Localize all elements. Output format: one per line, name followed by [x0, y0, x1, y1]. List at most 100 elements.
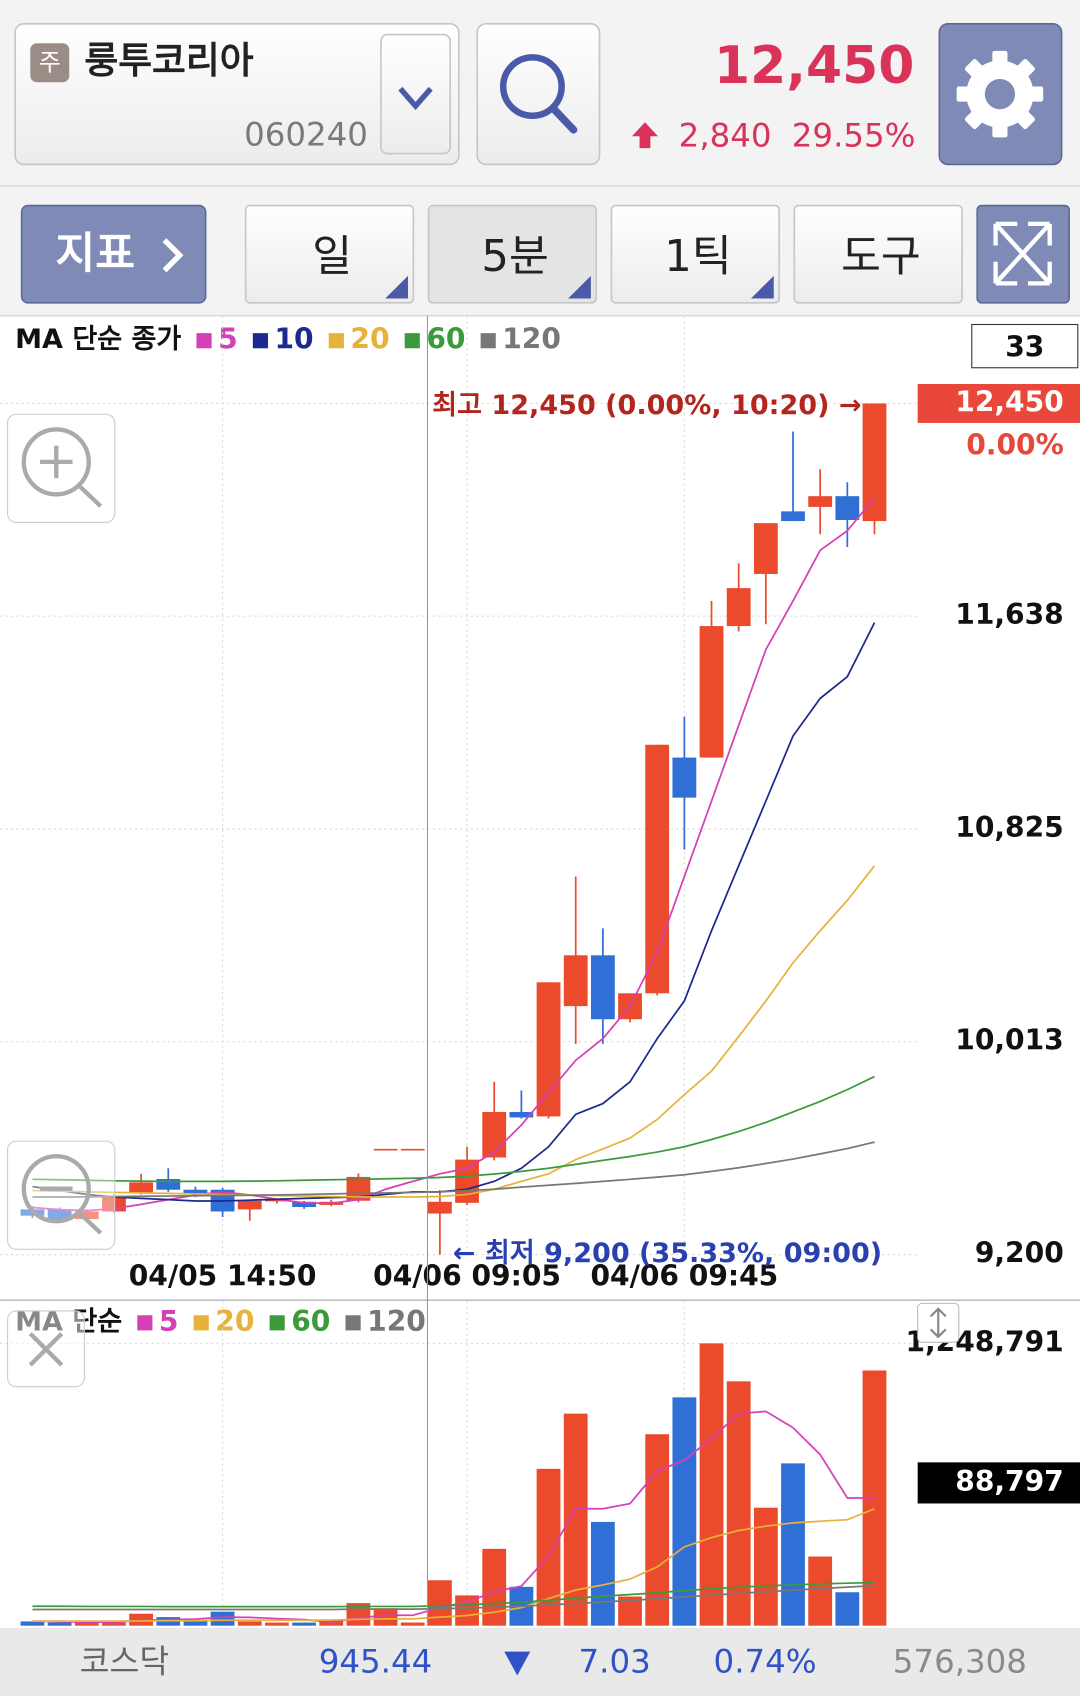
legend-label: 60 [291, 1305, 330, 1338]
up-arrow [631, 122, 658, 149]
candle-body [400, 1148, 425, 1151]
low-annotation: ← 최저 9,200 (35.33%, 09:00) [453, 1238, 882, 1269]
candle-body [265, 1199, 289, 1202]
legend-label: 5 [218, 323, 238, 356]
x-tick-label: 04/06 09:05 [373, 1259, 561, 1292]
tab[interactable] [427, 204, 598, 304]
zoom-in-icon [21, 427, 91, 497]
tab[interactable] [244, 204, 415, 304]
tab-label: 1틱 [664, 232, 731, 282]
expand-icon [993, 221, 1052, 286]
candle-body [509, 1111, 534, 1118]
candle-body [129, 1182, 154, 1194]
candle-body [781, 511, 805, 522]
candle-body [74, 1211, 99, 1220]
candle-body [808, 496, 833, 507]
candle-body [482, 1111, 507, 1158]
legend-swatch [404, 333, 420, 349]
stock-code: 060240 [244, 115, 368, 153]
legend-swatch [328, 333, 344, 349]
close-icon [28, 1332, 64, 1367]
search-icon [499, 54, 565, 119]
y-tick-label: 9,200 [975, 1237, 1064, 1270]
market-change: 7.03 [579, 1643, 651, 1681]
legend-label: 60 [426, 323, 465, 356]
candle-body [237, 1200, 262, 1210]
zoom-in-icon-lines [40, 445, 103, 508]
volume-bar [20, 1621, 45, 1626]
volume-bar [536, 1468, 561, 1626]
volume-bar [373, 1608, 398, 1626]
legend-swatch [193, 1315, 209, 1331]
legend-title: MA 단순 종가 [15, 324, 181, 355]
candle-body [862, 403, 887, 522]
volume-bar [618, 1596, 642, 1626]
volume-bar [645, 1434, 670, 1626]
price-marker-label: 12,450 [955, 385, 1064, 418]
candle-body [183, 1189, 208, 1194]
market-volume: 576,308 [893, 1643, 1027, 1681]
candle-body [427, 1201, 452, 1214]
volume-bar [808, 1556, 833, 1626]
candle-body [753, 523, 778, 574]
volume-marker-label: 88,797 [955, 1465, 1064, 1498]
indicator-button[interactable] [20, 204, 207, 304]
legend-swatch [480, 333, 496, 349]
dropdown-button[interactable] [380, 33, 451, 155]
tab[interactable] [610, 204, 780, 304]
legend-label: 20 [350, 323, 389, 356]
volume-bar [563, 1413, 588, 1626]
volume-bar [835, 1592, 860, 1626]
ma-line [32, 622, 876, 1202]
candle-body [536, 982, 561, 1117]
footer-bg [0, 1627, 1080, 1696]
count: 33 [1005, 330, 1044, 363]
price-change: 2,840 [679, 116, 772, 154]
scale-icon [929, 1307, 947, 1339]
legend-swatch [196, 333, 212, 349]
stock-selector[interactable] [14, 22, 460, 166]
volume-bar [47, 1622, 72, 1626]
tab-label: 일 [312, 232, 352, 282]
y-tick-label: 11,638 [955, 598, 1064, 631]
legend-label: 120 [502, 323, 561, 356]
market-index: 945.44 [319, 1643, 433, 1681]
volume-bar [699, 1343, 724, 1626]
ma-line [32, 1581, 875, 1608]
volume-bar [590, 1521, 615, 1626]
high-annotation: 최고 12,450 (0.00%, 10:20) → [432, 390, 861, 421]
ma-line [32, 1141, 875, 1198]
zoom-out-icon [21, 1154, 91, 1224]
price-marker [917, 383, 1080, 423]
volume-bar [237, 1621, 262, 1626]
legend-label: 20 [215, 1305, 254, 1338]
candle-body [699, 626, 724, 758]
zoom-out-icon-lines [40, 1186, 103, 1235]
volume-bar [183, 1620, 208, 1626]
market-name: 코스닥 [80, 1643, 170, 1681]
volume-bar [74, 1622, 99, 1626]
tab-label: 5분 [481, 232, 548, 282]
legend-swatch [137, 1315, 153, 1331]
candle-body [672, 757, 697, 798]
ma-line [32, 1507, 875, 1623]
volume-bar [781, 1463, 805, 1626]
chevron-down [398, 86, 433, 111]
tab-label: 도구 [841, 232, 921, 282]
ma-line [32, 865, 876, 1198]
chevron-right [162, 238, 184, 273]
tab[interactable] [793, 204, 963, 304]
candle-body [47, 1209, 72, 1220]
candle-body [455, 1159, 479, 1203]
tabs: 일 5분 1틱 도구 [244, 204, 963, 304]
y-tick-label: 10,013 [955, 1024, 1064, 1057]
search-button[interactable] [476, 22, 601, 166]
candle-body [346, 1176, 371, 1201]
gear-icon [956, 50, 1044, 138]
volume-bar [753, 1507, 778, 1626]
ma-line [32, 497, 876, 1212]
current-price: 12,450 [714, 36, 914, 96]
volume-bar [210, 1611, 235, 1626]
